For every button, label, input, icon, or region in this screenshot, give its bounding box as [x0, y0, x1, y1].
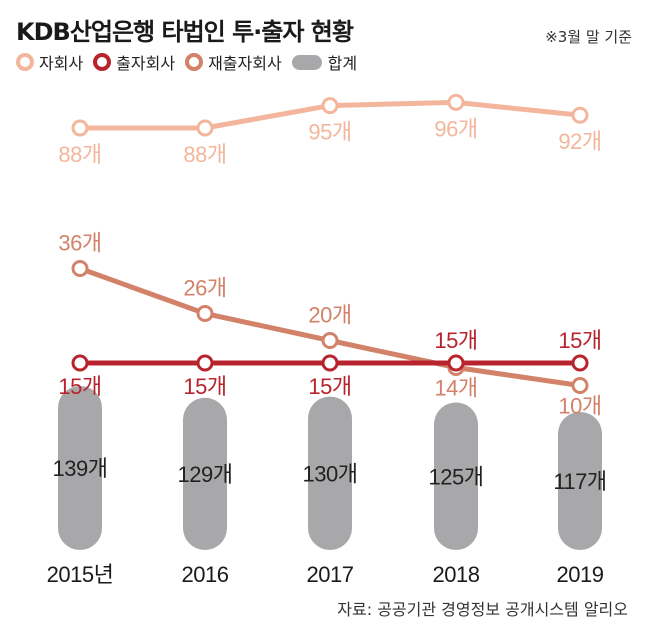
legend: 자회사 출자회사 재출자회사 합계: [16, 50, 367, 74]
total-pill-2017: [308, 396, 352, 550]
total-pill-2019: [558, 411, 602, 550]
subsidiary-label-2016: 88개: [183, 142, 226, 167]
investee-label-2019: 15개: [558, 328, 601, 353]
total-label-2015년: 139개: [53, 456, 108, 481]
subsidiary-point-2017: [321, 97, 339, 115]
total-label-2016: 129개: [178, 462, 233, 487]
total-pill-2015년: [58, 385, 102, 550]
reinvestee-label-2019: 10개: [558, 394, 601, 419]
x-tick-label-2015년: 2015년: [47, 562, 114, 587]
legend-marker-subsidiary: [16, 53, 34, 71]
investee-label-2018: 15개: [434, 328, 477, 353]
subsidiary-point-2019: [571, 106, 589, 124]
subsidiary-label-2019: 92개: [558, 129, 601, 154]
legend-label-reinvestee: 재출자회사: [208, 54, 282, 73]
investee-label-2017: 15개: [308, 374, 351, 399]
legend-item-total: 합계: [291, 50, 358, 74]
reinvestee-label-2017: 20개: [308, 303, 351, 328]
reinvestee-point-2016: [196, 305, 214, 322]
subsidiary-point-2018: [447, 93, 465, 111]
subsidiary-point-2016: [196, 119, 214, 137]
investee-label-2015년: 15개: [58, 374, 101, 399]
legend-label-subsidiary: 자회사: [39, 54, 84, 73]
investee-point-2019: [571, 354, 589, 372]
subsidiary-point-2015년: [71, 119, 89, 137]
reinvestee-point-2019: [571, 377, 589, 394]
x-tick-label-2018: 2018: [433, 562, 480, 587]
investee-point-2015년: [71, 354, 89, 372]
subsidiary-label-2017: 95개: [308, 120, 351, 145]
legend-marker-reinvestee: [185, 53, 204, 71]
legend-marker-total: [291, 54, 322, 70]
investee-label-2016: 15개: [183, 374, 226, 399]
chart-title: KDB산업은행 타법인 투·출자 현황: [16, 18, 354, 46]
investee-point-2018: [447, 354, 465, 372]
legend-label-total: 합계: [327, 54, 358, 73]
x-tick-label-2017: 2017: [307, 562, 354, 587]
reinvestee-label-2015년: 36개: [58, 231, 101, 256]
x-tick-label-2019: 2019: [557, 562, 604, 587]
chart-source: 자료: 공공기관 경영정보 공개시스템 알리오: [337, 600, 628, 619]
reinvestee-label-2016: 26개: [183, 276, 226, 301]
subsidiary-label-2015년: 88개: [58, 142, 101, 167]
total-label-2019: 117개: [553, 469, 606, 494]
x-tick-label-2016: 2016: [182, 562, 229, 587]
total-label-2017: 130개: [303, 461, 358, 486]
investee-point-2017: [321, 354, 339, 372]
total-label-2018: 125개: [429, 464, 484, 489]
total-pill-2018: [434, 402, 478, 550]
reinvestee-label-2018: 14개: [434, 376, 477, 401]
legend-item-subsidiary: 자회사: [16, 50, 83, 74]
legend-item-investee: 출자회사: [93, 50, 175, 74]
chart-note: ※3월 말 기준: [545, 28, 632, 46]
legend-item-reinvestee: 재출자회사: [185, 50, 282, 74]
reinvestee-point-2017: [321, 332, 339, 349]
total-pill-2016: [183, 397, 227, 550]
legend-marker-investee: [93, 53, 112, 71]
legend-label-investee: 출자회사: [116, 54, 176, 73]
investee-point-2016: [196, 354, 214, 372]
subsidiary-label-2018: 96개: [434, 116, 477, 141]
reinvestee-point-2015년: [71, 260, 89, 277]
